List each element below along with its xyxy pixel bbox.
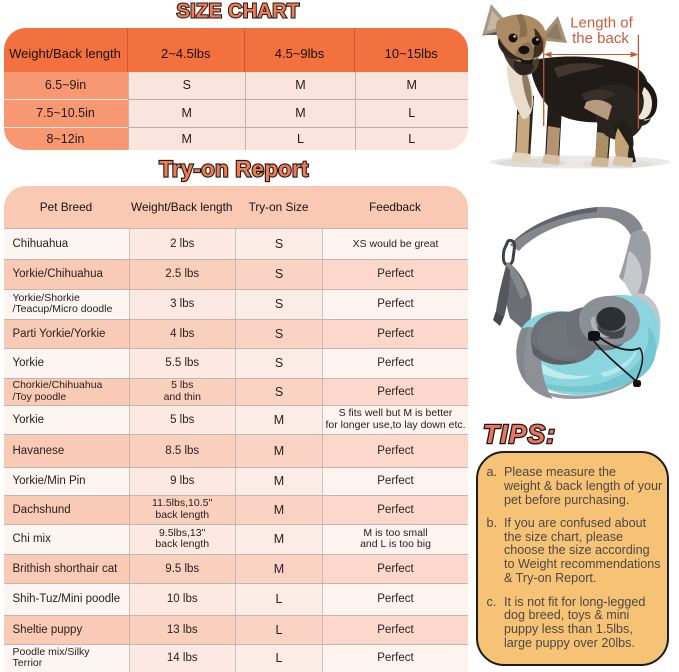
svg-text:TIPS:: TIPS: (483, 419, 556, 449)
svg-text:the back: the back (572, 30, 629, 47)
svg-text:SIZE CHART: SIZE CHART (176, 0, 299, 22)
svg-text:Length of: Length of (570, 14, 633, 31)
svg-text:Try-on Report: Try-on Report (159, 156, 309, 181)
